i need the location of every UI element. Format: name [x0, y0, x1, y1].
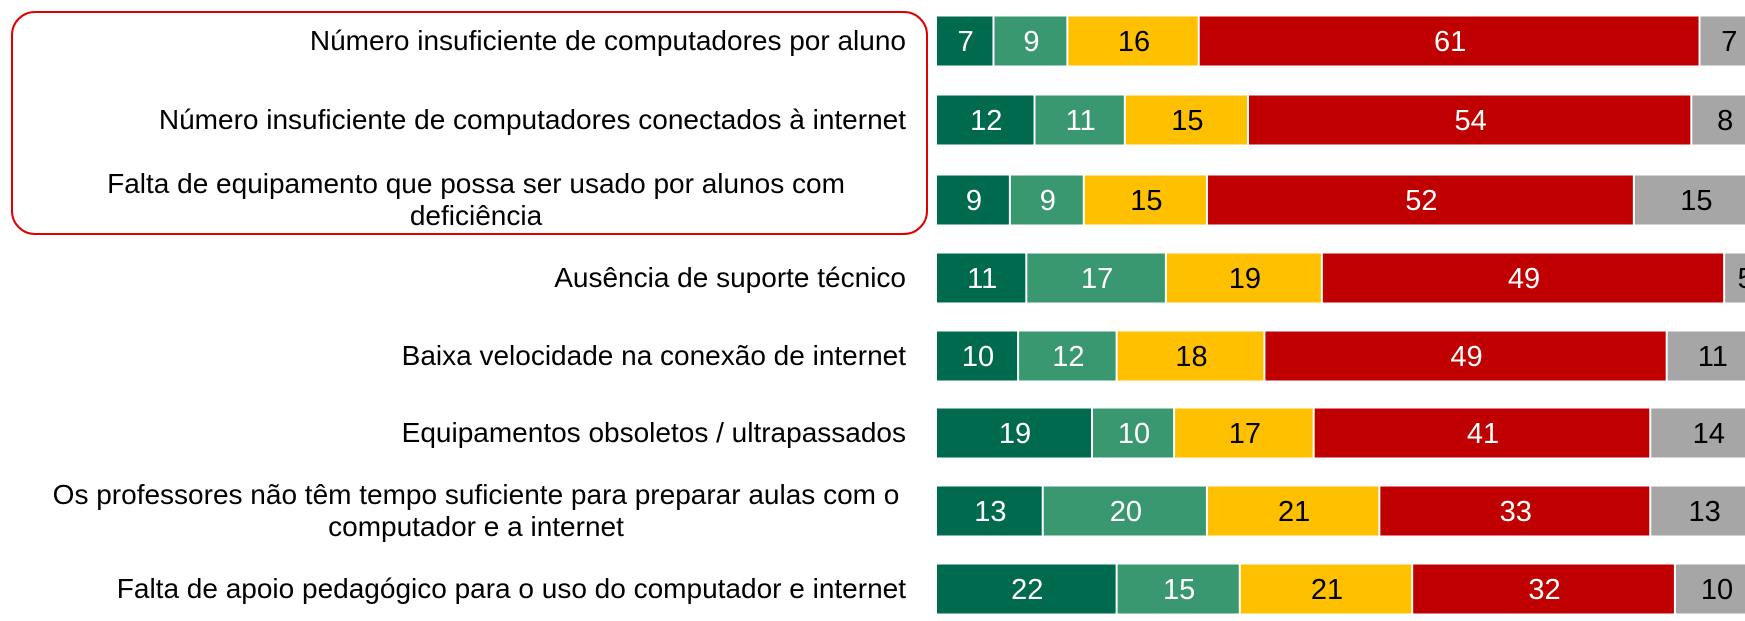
bar-segment: [1027, 253, 1165, 303]
category-label: Equipamentos obsoletos / ultrapassados: [401, 417, 906, 448]
bar-segment: [1207, 175, 1633, 225]
value-label: 49: [1450, 341, 1482, 373]
value-label: 52: [1405, 185, 1437, 217]
bar-segment: [1634, 175, 1745, 225]
bar-segment: [937, 408, 1091, 458]
value-label: 10: [962, 341, 994, 373]
category-label: Baixa velocidade na conexão de internet: [401, 340, 906, 371]
value-label: 61: [1434, 26, 1466, 58]
value-label: 20: [1110, 496, 1142, 528]
bar-segment: [937, 253, 1026, 303]
value-label: 9: [1040, 185, 1056, 217]
value-label: 16: [1118, 26, 1150, 58]
value-label: 41: [1467, 418, 1499, 450]
value-label: 8: [1717, 105, 1733, 137]
value-label: 11: [967, 263, 997, 295]
bar-segment: [937, 95, 1034, 145]
bar-segment: [1092, 408, 1174, 458]
bar-segment: [1380, 486, 1650, 536]
bar-segment: [1667, 331, 1745, 381]
value-label: 10: [1118, 418, 1150, 450]
value-label: 21: [1278, 496, 1310, 528]
category-label: Falta de apoio pedagógico para o uso do …: [116, 573, 906, 604]
bar-segment: [994, 16, 1067, 66]
bar-segment: [1265, 331, 1666, 381]
bar-segment: [1248, 95, 1691, 145]
bar-segment: [1675, 564, 1745, 614]
value-label: 15: [1130, 185, 1162, 217]
category-label: Número insuficiente de computadores por …: [309, 25, 906, 56]
bar-segment: [1700, 16, 1745, 66]
bar-segment: [1651, 408, 1745, 458]
value-label: 9: [966, 185, 982, 217]
bar-segment: [1413, 564, 1674, 614]
value-label: 18: [1175, 341, 1207, 373]
category-label: Os professores não têm tempo suficiente …: [52, 479, 900, 542]
value-label: 7: [958, 26, 974, 58]
value-label: 49: [1508, 263, 1540, 295]
bar-segment: [1692, 95, 1745, 145]
bar-segment: [1314, 408, 1650, 458]
value-label: 15: [1680, 185, 1712, 217]
value-label: 5: [1738, 263, 1745, 295]
bar-segment: [1207, 486, 1379, 536]
value-label: 9: [1023, 26, 1039, 58]
value-label: 14: [1693, 418, 1725, 450]
value-label: 7: [1721, 26, 1737, 58]
bar-segment: [1322, 253, 1724, 303]
bar-segment: [1010, 175, 1083, 225]
value-label: 32: [1528, 574, 1560, 606]
bar-segment: [1019, 331, 1116, 381]
bar-segment: [1117, 331, 1264, 381]
category-label: Falta de equipamento que possa ser usado…: [107, 168, 845, 231]
value-label: 22: [1011, 574, 1043, 606]
bar-segment: [1035, 95, 1124, 145]
value-label: 13: [974, 496, 1006, 528]
value-label: 17: [1081, 263, 1113, 295]
bar-segment: [1068, 16, 1198, 66]
value-label: 12: [1052, 341, 1084, 373]
value-label: 54: [1455, 105, 1487, 137]
category-label: Ausência de suporte técnico: [554, 262, 906, 293]
highlight-box: [11, 11, 928, 235]
bar-segment: [1084, 175, 1206, 225]
value-label: 19: [999, 418, 1031, 450]
value-label: 33: [1500, 496, 1532, 528]
value-label: 17: [1229, 418, 1261, 450]
category-label: Número insuficiente de computadores cone…: [158, 104, 906, 135]
bar-segment: [1125, 95, 1247, 145]
bar-segment: [937, 331, 1018, 381]
bar-segment: [1117, 564, 1239, 614]
value-label: 11: [1698, 341, 1728, 373]
bar-segment: [1175, 408, 1313, 458]
bar-segment: [1043, 486, 1206, 536]
bar-segment: [1240, 564, 1412, 614]
value-label: 11: [1066, 105, 1096, 137]
value-label: 21: [1311, 574, 1343, 606]
value-label: 13: [1689, 496, 1721, 528]
bar-segment: [1166, 253, 1321, 303]
value-label: 15: [1163, 574, 1195, 606]
value-label: 12: [970, 105, 1002, 137]
value-label: 10: [1701, 574, 1733, 606]
bar-segment: [1725, 253, 1745, 303]
value-label: 15: [1171, 105, 1203, 137]
bar-segment: [1651, 486, 1745, 536]
bar-segment: [937, 564, 1116, 614]
bar-segment: [1199, 16, 1699, 66]
bar-segment: [937, 486, 1042, 536]
bar-segment: [937, 16, 993, 66]
value-label: 19: [1229, 263, 1261, 295]
bar-segment: [937, 175, 1009, 225]
